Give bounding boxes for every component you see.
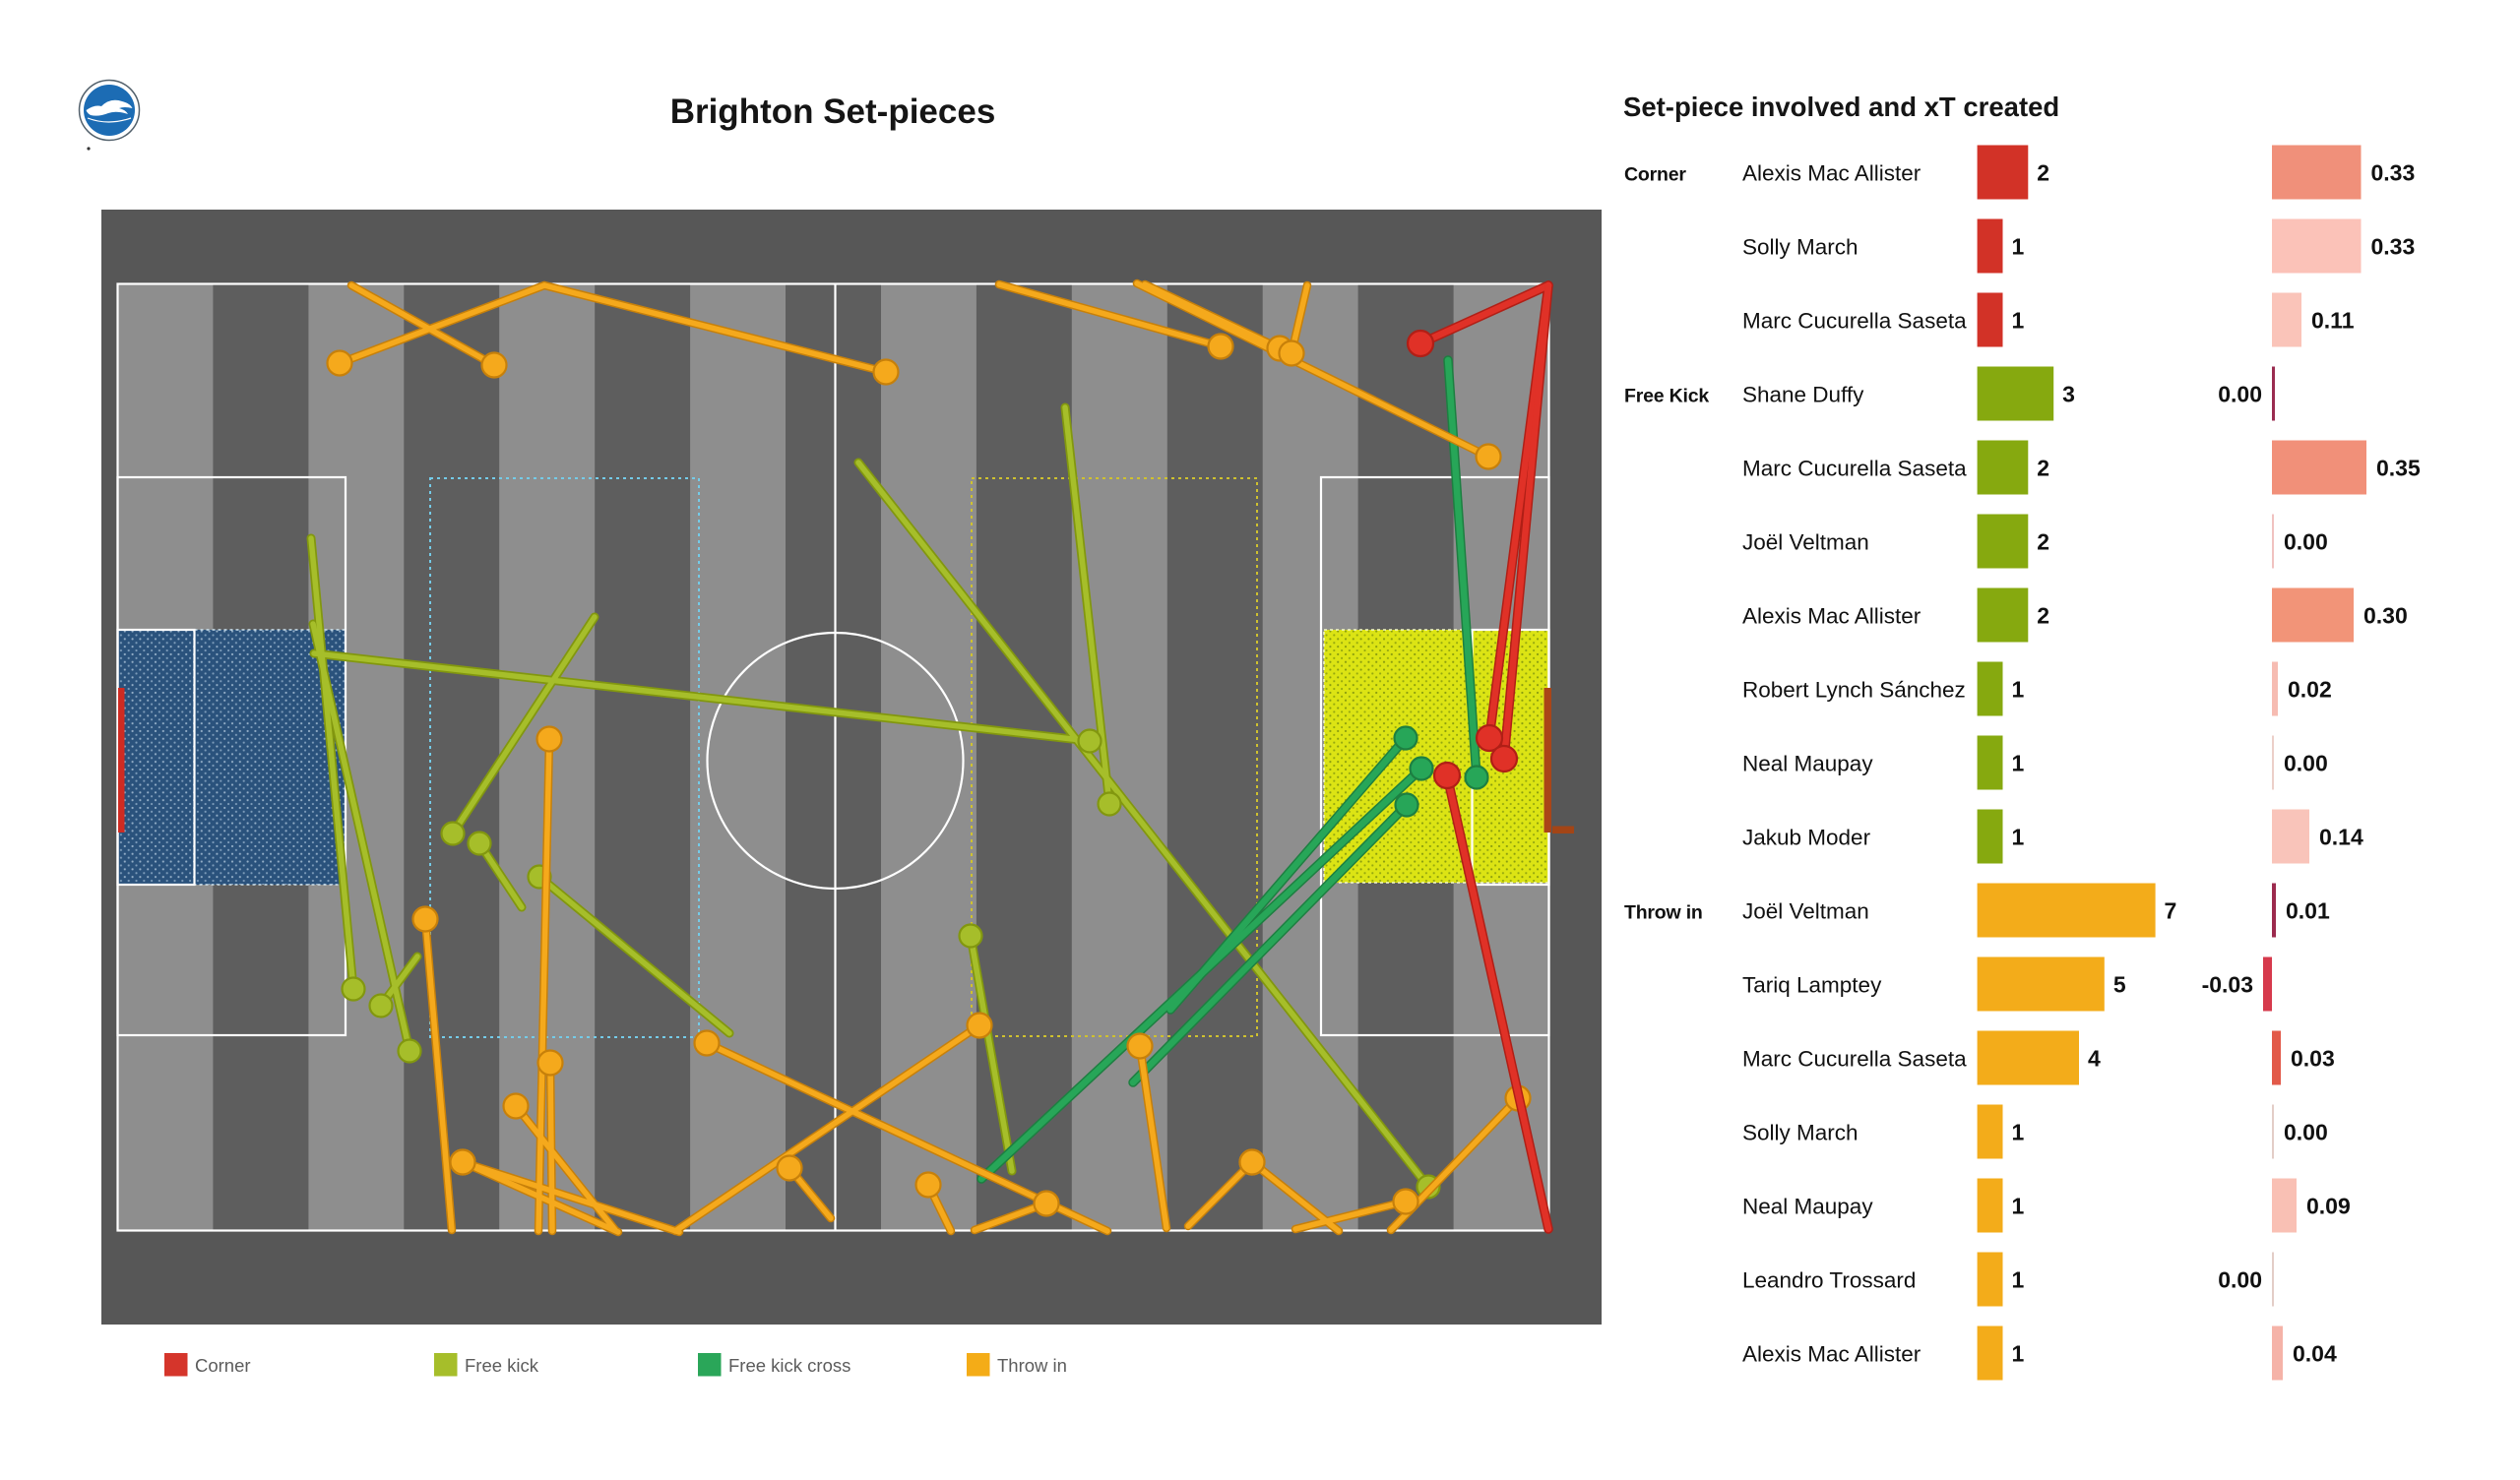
svg-text:0.04: 0.04: [2293, 1341, 2337, 1367]
svg-text:0.35: 0.35: [2376, 456, 2421, 481]
svg-text:Marc Cucurella Saseta: Marc Cucurella Saseta: [1742, 309, 1967, 334]
svg-text:Marc Cucurella Saseta: Marc Cucurella Saseta: [1742, 1047, 1967, 1072]
svg-text:4: 4: [2088, 1046, 2101, 1072]
svg-text:Neal Maupay: Neal Maupay: [1742, 1195, 1873, 1219]
svg-text:2: 2: [2037, 160, 2049, 186]
svg-text:Joël Veltman: Joël Veltman: [1742, 530, 1869, 555]
svg-text:Marc Cucurella Saseta: Marc Cucurella Saseta: [1742, 457, 1967, 481]
svg-text:0.33: 0.33: [2371, 234, 2416, 260]
svg-text:Jakub Moder: Jakub Moder: [1742, 826, 1871, 850]
svg-text:Throw in: Throw in: [997, 1355, 1067, 1376]
svg-text:2: 2: [2037, 529, 2049, 555]
svg-text:Corner: Corner: [1624, 164, 1686, 186]
svg-text:5: 5: [2113, 972, 2126, 998]
svg-text:1: 1: [2011, 1267, 2024, 1293]
svg-text:1: 1: [2011, 308, 2024, 334]
svg-text:Corner: Corner: [195, 1355, 251, 1376]
svg-text:3: 3: [2062, 382, 2075, 407]
svg-text:0.00: 0.00: [2284, 1120, 2328, 1145]
svg-text:Leandro Trossard: Leandro Trossard: [1742, 1268, 1916, 1293]
svg-text:Neal Maupay: Neal Maupay: [1742, 752, 1873, 776]
svg-text:Alexis Mac Allister: Alexis Mac Allister: [1742, 604, 1922, 629]
svg-text:0.33: 0.33: [2371, 160, 2416, 186]
svg-text:Tariq Lamptey: Tariq Lamptey: [1742, 973, 1882, 998]
svg-text:0.30: 0.30: [2363, 603, 2408, 629]
svg-text:Set-piece involved and xT crea: Set-piece involved and xT created: [1623, 92, 2059, 122]
svg-text:0.00: 0.00: [2218, 382, 2262, 407]
svg-text:Shane Duffy: Shane Duffy: [1742, 383, 1864, 407]
svg-text:Solly March: Solly March: [1742, 1121, 1858, 1145]
svg-text:7: 7: [2165, 898, 2177, 924]
svg-text:Joël Veltman: Joël Veltman: [1742, 899, 1869, 924]
svg-text:Alexis Mac Allister: Alexis Mac Allister: [1742, 1342, 1922, 1367]
svg-text:2: 2: [2037, 456, 2049, 481]
svg-text:0.01: 0.01: [2286, 898, 2330, 924]
svg-text:-0.03: -0.03: [2202, 972, 2253, 998]
svg-text:1: 1: [2011, 751, 2024, 776]
svg-text:Free kick: Free kick: [465, 1355, 539, 1376]
svg-text:Robert Lynch Sánchez: Robert Lynch Sánchez: [1742, 678, 1966, 703]
svg-text:1: 1: [2011, 825, 2024, 850]
svg-text:1: 1: [2011, 677, 2024, 703]
svg-text:2: 2: [2037, 603, 2049, 629]
svg-text:0.00: 0.00: [2218, 1267, 2262, 1293]
svg-text:0.00: 0.00: [2284, 751, 2328, 776]
svg-text:1: 1: [2011, 234, 2024, 260]
svg-text:Alexis Mac Allister: Alexis Mac Allister: [1742, 161, 1922, 186]
svg-text:1: 1: [2011, 1341, 2024, 1367]
svg-text:1: 1: [2011, 1194, 2024, 1219]
svg-text:0.14: 0.14: [2319, 825, 2363, 850]
svg-text:0.09: 0.09: [2306, 1194, 2351, 1219]
svg-text:0.11: 0.11: [2311, 308, 2355, 334]
svg-text:1: 1: [2011, 1120, 2024, 1145]
svg-text:Brighton Set-pieces: Brighton Set-pieces: [670, 92, 996, 131]
svg-text:Free Kick: Free Kick: [1624, 386, 1709, 407]
svg-text:Throw in: Throw in: [1624, 902, 1703, 924]
svg-text:0.00: 0.00: [2284, 529, 2328, 555]
svg-text:Solly March: Solly March: [1742, 235, 1858, 260]
svg-text:Free kick cross: Free kick cross: [728, 1355, 850, 1376]
svg-text:0.02: 0.02: [2288, 677, 2332, 703]
svg-text:0.03: 0.03: [2291, 1046, 2335, 1072]
